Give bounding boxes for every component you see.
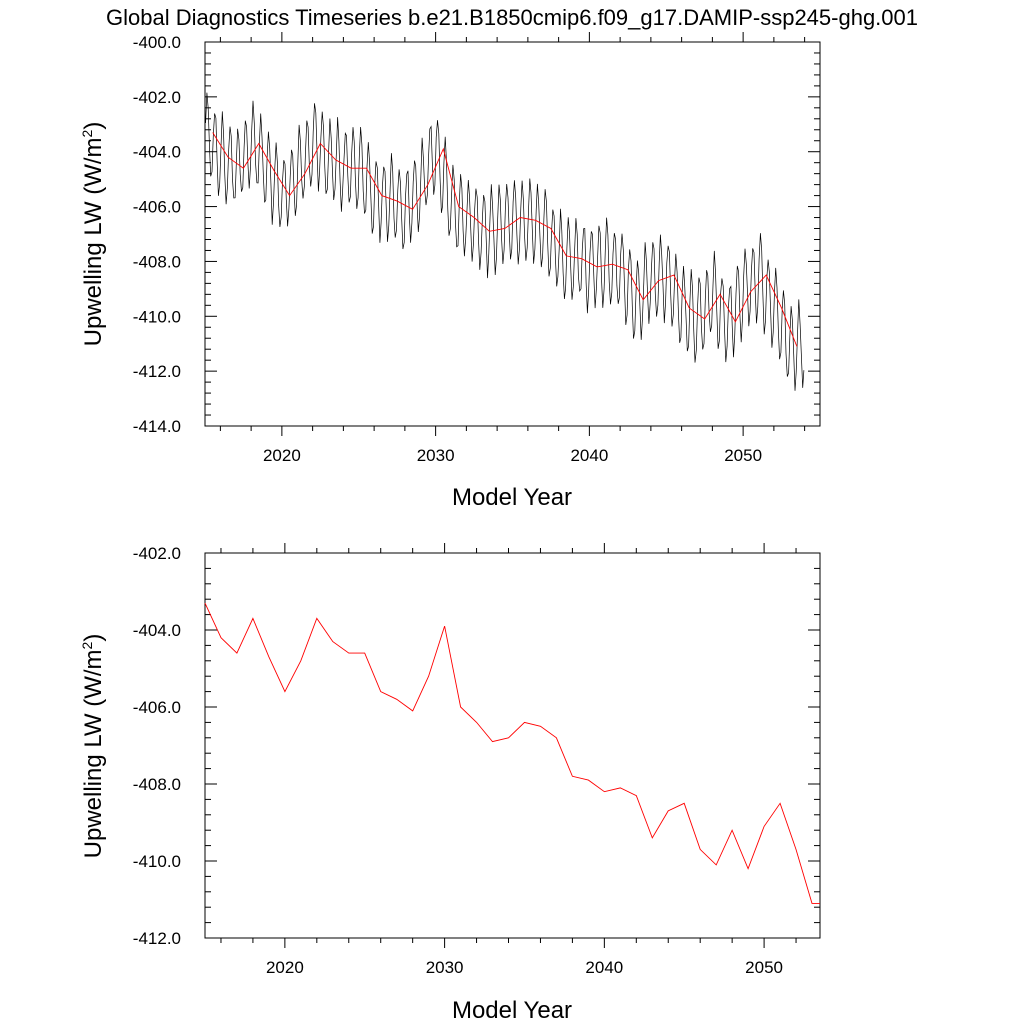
top-y-tick-label: -402.0: [133, 88, 181, 107]
bottom-y-tick-label: -412.0: [133, 929, 181, 948]
top-monthly-series-line: [205, 92, 805, 391]
top-x-tick-labels: 2020 2030 2040 2050: [263, 446, 762, 465]
top-plot-lines: [205, 92, 805, 391]
bottom-x-tick-label: 2040: [585, 958, 623, 977]
bottom-y-axis-title-main: Upwelling LW (W/m: [80, 649, 107, 858]
bottom-y-tick-labels: -412.0 -410.0 -408.0 -406.0 -404.0 -402.0: [133, 544, 181, 948]
top-y-tick-label: -400.0: [133, 33, 181, 52]
top-y-tick-label: -404.0: [133, 143, 181, 162]
figure-title: Global Diagnostics Timeseries b.e21.B185…: [106, 5, 918, 30]
bottom-plot-lines: [204, 602, 820, 904]
bottom-plot-frame: [204, 552, 821, 939]
bottom-axis-ticks: [205, 543, 820, 948]
bottom-y-axis-title-close: ): [80, 634, 107, 642]
top-x-tick-label: 2040: [570, 446, 608, 465]
top-y-tick-label: -412.0: [133, 362, 181, 381]
bottom-x-axis-title: Model Year: [452, 997, 572, 1024]
bottom-y-axis-title-sup: 2: [79, 641, 95, 649]
top-x-axis-title: Model Year: [452, 484, 572, 511]
bottom-x-tick-labels: 2020 2030 2040 2050: [266, 958, 783, 977]
bottom-y-tick-label: -404.0: [133, 621, 181, 640]
top-x-tick-label: 2030: [417, 446, 455, 465]
bottom-y-tick-label: -406.0: [133, 698, 181, 717]
top-y-tick-label: -414.0: [133, 417, 181, 436]
top-plot-frame: [204, 41, 821, 427]
bottom-y-tick-label: -410.0: [133, 852, 181, 871]
bottom-x-tick-label: 2030: [426, 958, 464, 977]
top-x-tick-label: 2020: [263, 446, 301, 465]
top-y-axis-title-sup: 2: [79, 129, 95, 137]
bottom-y-axis-title: Upwelling LW (W/m2): [79, 634, 107, 859]
top-y-tick-labels: -414.0 -412.0 -410.0 -408.0 -406.0 -404.0 -402…: [133, 33, 181, 436]
top-x-tick-label: 2050: [724, 446, 762, 465]
top-annual-mean-series-line: [212, 132, 798, 347]
top-y-axis-title-main: Upwelling LW (W/m: [80, 137, 107, 346]
top-y-axis-title-close: ): [80, 122, 107, 130]
bottom-y-tick-label: -402.0: [133, 544, 181, 563]
bottom-panel: -412.0 -410.0 -408.0 -406.0 -404.0 -402.0 202…: [79, 543, 821, 1024]
bottom-annual-mean-series-line: [204, 602, 820, 904]
top-y-tick-label: -406.0: [133, 198, 181, 217]
top-y-axis-title: Upwelling LW (W/m2): [79, 122, 107, 347]
bottom-x-tick-label: 2050: [745, 958, 783, 977]
top-panel: -414.0 -412.0 -410.0 -408.0 -406.0 -404.0 -402…: [79, 32, 821, 511]
top-y-tick-label: -408.0: [133, 252, 181, 271]
top-y-tick-label: -410.0: [133, 307, 181, 326]
bottom-y-tick-label: -408.0: [133, 775, 181, 794]
bottom-x-tick-label: 2020: [266, 958, 304, 977]
top-axis-ticks: [205, 32, 820, 436]
